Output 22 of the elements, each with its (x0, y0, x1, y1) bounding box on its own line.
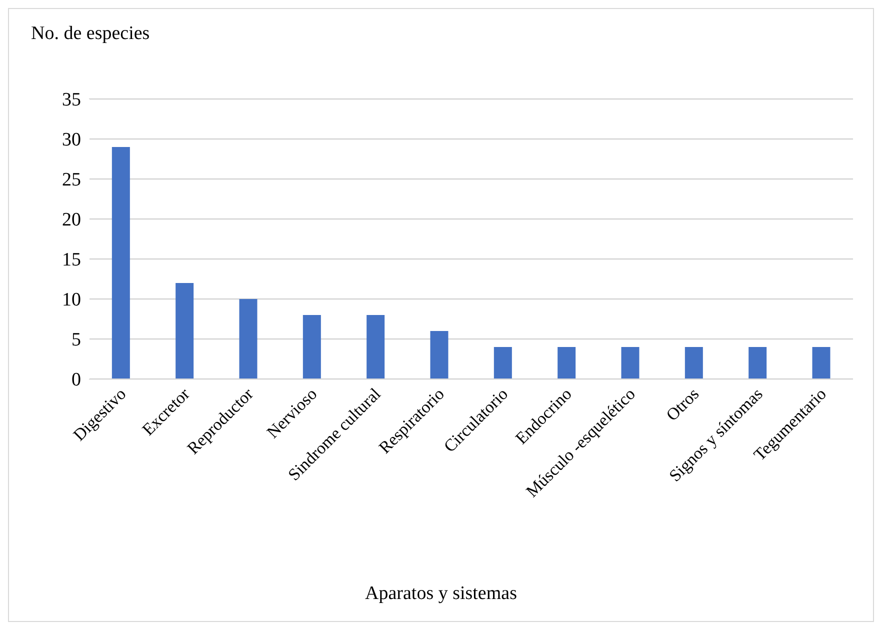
y-tick-label: 5 (72, 330, 81, 351)
bar (239, 299, 258, 379)
bar (112, 147, 130, 379)
y-tick-label: 15 (62, 250, 81, 271)
bar (812, 347, 830, 379)
y-tick-label: 25 (62, 170, 81, 191)
y-tick-label: 0 (72, 370, 81, 391)
bar (176, 283, 194, 379)
x-axis-title: Aparatos y sistemas (364, 583, 518, 605)
bar (366, 315, 385, 379)
bar (430, 331, 448, 379)
y-tick-label: 10 (62, 290, 81, 311)
y-tick-label: 20 (62, 210, 81, 231)
bar (748, 347, 767, 379)
bar (494, 347, 512, 379)
y-axis-title: No. de especies (31, 23, 150, 45)
bar (302, 315, 321, 379)
y-tick-label: 35 (62, 90, 81, 111)
bar (684, 347, 703, 379)
bar (558, 347, 576, 379)
bar (621, 347, 640, 379)
y-tick-label: 30 (62, 130, 81, 151)
